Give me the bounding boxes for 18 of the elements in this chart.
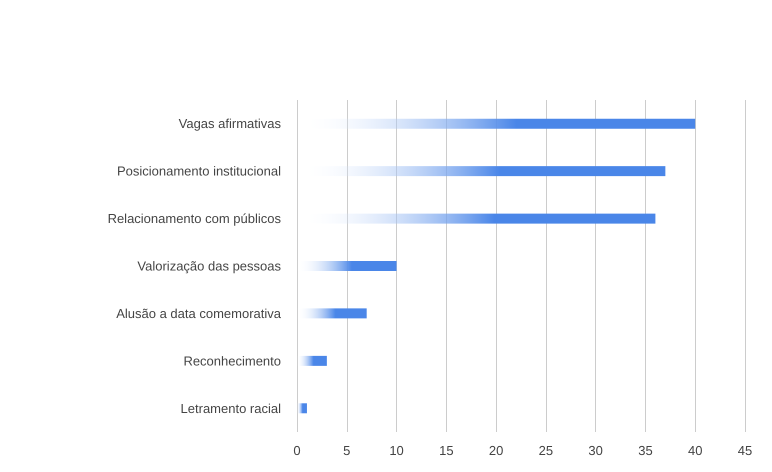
x-tick-label: 0 (293, 443, 301, 458)
x-tick-label: 30 (588, 443, 603, 458)
x-tick-label: 20 (488, 443, 504, 458)
x-tick-label: 35 (638, 443, 653, 458)
y-tick-label: Posicionamento institucional (116, 164, 282, 179)
y-tick-label: Letramento racial (180, 400, 282, 416)
y-tick-label: Relacionamento com públicos (108, 211, 282, 226)
y-tick-label: Alusão a data comemorativa (116, 306, 282, 321)
x-tick-label: 5 (343, 443, 350, 458)
x-tick-label: 25 (538, 443, 554, 458)
x-tick-label: 40 (688, 443, 702, 458)
bar (297, 403, 307, 414)
x-tick-label: 45 (738, 443, 752, 458)
y-tick-label: Valorização das pessoas (137, 258, 282, 274)
y-tick-label: Reconhecimento (183, 353, 281, 368)
y-tick-label: Vagas afirmativas (178, 116, 282, 132)
x-tick-label: 15 (439, 443, 454, 458)
x-tick-label: 10 (389, 443, 404, 458)
